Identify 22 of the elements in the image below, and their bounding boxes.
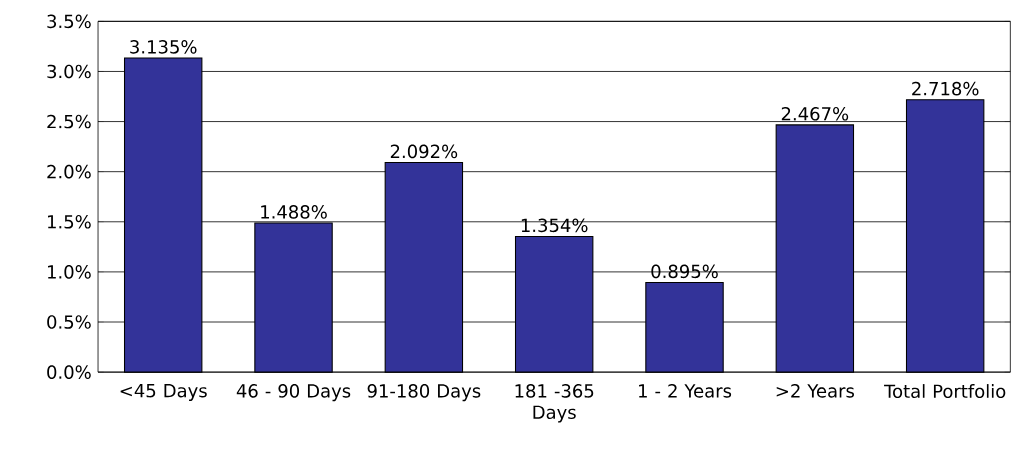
y-tick-label: 2.0%	[47, 164, 91, 179]
x-tick-label: 46 - 90 Days	[236, 384, 351, 402]
y-tick-label: 1.5%	[48, 215, 91, 229]
x-tick-label: <45 Days	[120, 384, 207, 402]
x-tick-label: 91-180 Days	[367, 384, 481, 402]
x-tick-label: Total Portfolio	[884, 384, 1006, 399]
data-label: 1.354%	[521, 218, 588, 233]
data-label: 2.467%	[781, 107, 849, 121]
y-tick-label: 3.5%	[47, 14, 91, 29]
x-tick-label: 181 -365 Days	[515, 384, 594, 423]
y-tick-label: 0.5%	[47, 315, 91, 329]
x-tick-label: 1 - 2 Years	[639, 384, 732, 398]
y-tick-label: 2.5%	[47, 114, 91, 129]
data-label: 2.718%	[912, 81, 979, 96]
data-label: 3.135%	[130, 40, 197, 54]
x-tick-label: >2 Years	[776, 384, 854, 398]
y-tick-label: 1.0%	[48, 265, 91, 279]
y-tick-label: 0.0%	[47, 365, 91, 380]
data-label: 0.895%	[651, 264, 718, 279]
y-tick-label: 3.0%	[47, 64, 91, 79]
data-label: 1.488%	[261, 205, 327, 219]
data-label: 2.092%	[390, 144, 458, 159]
